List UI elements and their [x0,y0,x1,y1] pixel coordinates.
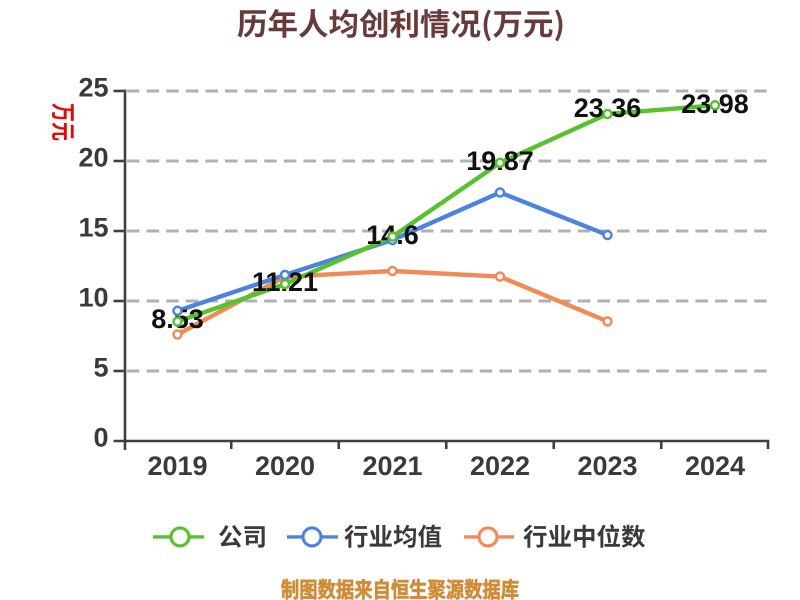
svg-text:2023: 2023 [577,451,637,481]
svg-text:15: 15 [78,213,108,243]
svg-text:25: 25 [78,73,108,103]
svg-text:0: 0 [93,423,108,453]
svg-text:2022: 2022 [470,451,530,481]
svg-text:2020: 2020 [255,451,315,481]
svg-text:5: 5 [93,353,108,383]
svg-text:2024: 2024 [685,451,745,481]
svg-text:2019: 2019 [147,451,207,481]
svg-text:10: 10 [78,283,108,313]
svg-text:2021: 2021 [362,451,422,481]
svg-text:20: 20 [78,143,108,173]
